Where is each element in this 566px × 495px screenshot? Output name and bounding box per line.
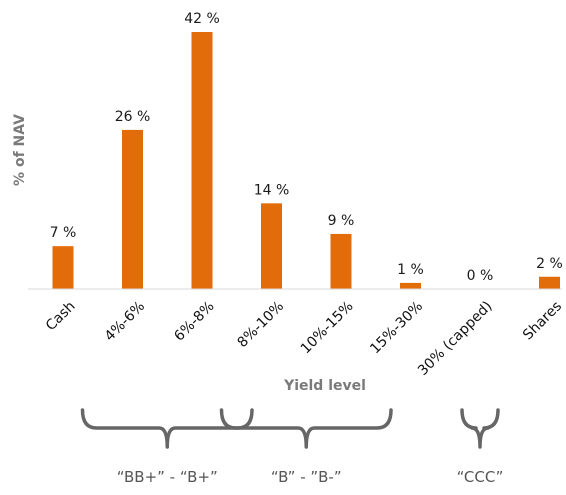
- value-label-4: 9 %: [328, 213, 355, 229]
- bar-0: [52, 246, 74, 289]
- value-label-3: 14 %: [254, 182, 290, 198]
- x-tick-label-0: Cash: [43, 298, 79, 334]
- x-axis-title: Yield level: [283, 378, 366, 394]
- group-brace-2: [460, 408, 500, 449]
- x-tick-label-2: 6%-8%: [171, 298, 217, 344]
- group-brackets: “BB+” - “B+” “B” - ”B-” “CCC”: [80, 408, 504, 486]
- value-label-0: 7 %: [50, 225, 77, 241]
- x-tick-label-6: 30% (capped): [415, 298, 496, 379]
- bar-3: [261, 203, 282, 289]
- bars-group: [52, 32, 560, 289]
- x-tick-label-5: 15%-30%: [367, 298, 426, 357]
- bar-4: [330, 233, 352, 289]
- bar-2: [191, 32, 213, 289]
- x-tick-label-4: 10%-15%: [298, 298, 357, 357]
- group-brace-0: [80, 408, 254, 449]
- x-tick-labels-group: Cash 4%-6% 6%-8% 8%-10% 10%-15% 15%-30%30% (c…: [43, 298, 565, 379]
- group-label-0: “BB+” - “B+”: [117, 468, 218, 486]
- x-tick-label-3: 8%-10%: [235, 298, 288, 351]
- value-label-6: 0 %: [467, 268, 494, 284]
- bar-5: [400, 282, 421, 289]
- group-label-1: “B” - ”B-”: [271, 468, 342, 486]
- value-label-5: 1 %: [397, 262, 424, 278]
- value-label-2: 42 %: [184, 11, 220, 27]
- bar-1: [122, 129, 143, 289]
- value-label-1: 26 %: [115, 109, 151, 125]
- x-tick-label-1: 4%-6%: [102, 298, 148, 344]
- x-tick-label-7: Shares: [520, 298, 565, 343]
- group-brace-1: [219, 408, 393, 449]
- bar-7: [539, 276, 560, 289]
- value-label-7: 2 %: [536, 256, 563, 272]
- group-label-2: “CCC”: [457, 468, 504, 486]
- y-axis-title: % of NAV: [12, 114, 28, 186]
- value-labels-group: 7 % 26 % 42 % 14 % 9 % 1 % 0 % 2 %: [50, 11, 563, 284]
